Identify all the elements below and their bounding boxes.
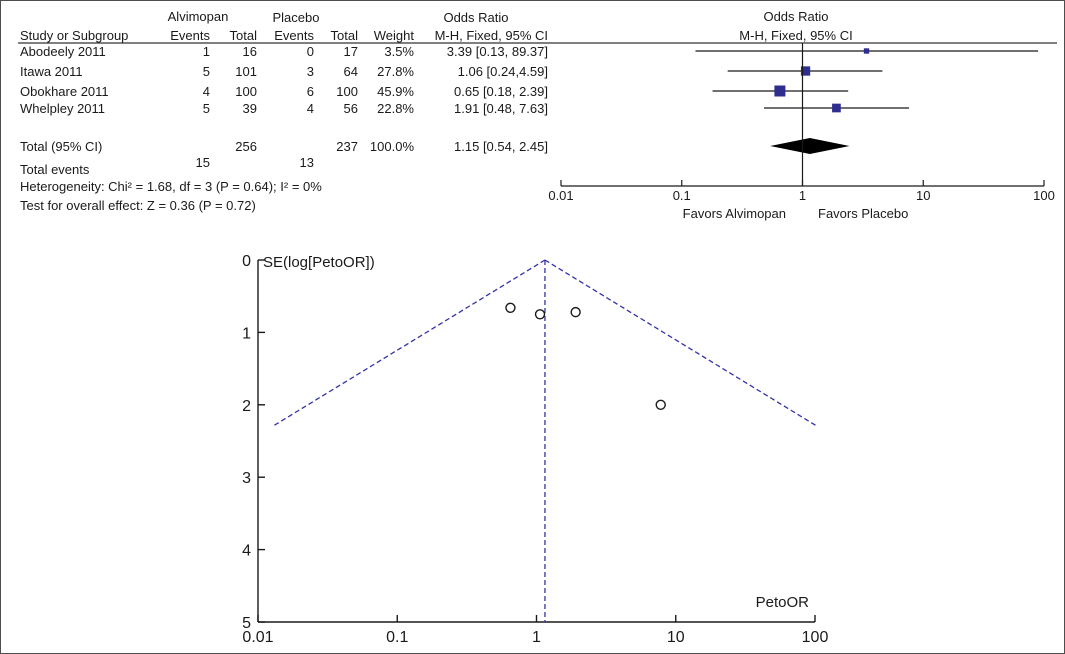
group-header-effect: Odds Ratio — [443, 10, 508, 25]
weight-cell: 3.5% — [384, 44, 414, 59]
column-header-ctl-events: Events — [274, 28, 314, 43]
funnel-lines — [271, 259, 818, 622]
column-header-exp-total: Total — [230, 28, 258, 43]
ctl-total-cell: 64 — [344, 64, 358, 79]
ctl-events-cell: 6 — [307, 84, 314, 99]
heterogeneity-text: Heterogeneity: Chi² = 1.68, df = 3 (P = … — [20, 179, 322, 194]
overall-effect-text: Test for overall effect: Z = 0.36 (P = 0… — [20, 198, 256, 213]
ci-text-cell: 0.65 [0.18, 2.39] — [454, 84, 548, 99]
ctl-total-cell: 17 — [344, 44, 358, 59]
group-header-plot: Odds Ratio — [763, 9, 828, 24]
exp-events-cell: 5 — [203, 64, 210, 79]
study-row: Whelpley 2011 5 39 4 56 22.8% 1.91 [0.48, 7.63… — [20, 101, 548, 116]
study-rows: Abodeely 2011 1 16 0 17 3.5% 3.39 [0.13, 89.37… — [20, 44, 548, 116]
funnel-x-tick-label: 0.01 — [242, 629, 273, 646]
funnel-x-label: PetoOR — [756, 594, 810, 611]
total-ctl-total: 237 — [336, 139, 358, 154]
study-name: Whelpley 2011 — [20, 101, 105, 116]
ci-text-cell: 3.39 [0.13, 89.37] — [447, 44, 548, 59]
study-name: Abodeely 2011 — [20, 44, 106, 59]
exp-events-cell: 4 — [203, 84, 210, 99]
forest-tick-label: 100 — [1033, 188, 1055, 203]
pooled-diamond — [770, 138, 850, 154]
study-row: Itawa 2011 5 101 3 64 27.8% 1.06 [0.24,4.59] — [20, 64, 548, 79]
exp-total-cell: 100 — [235, 84, 257, 99]
funnel-plot: 0.01 0.1 1 10 100 0 1 2 3 4 5 SE(log[PetoOR]) Peto… — [242, 253, 828, 646]
exp-total-cell: 16 — [243, 44, 257, 59]
funnel-x-tick-label: 0.1 — [386, 629, 408, 646]
favors-right-label: Favors Placebo — [818, 206, 908, 221]
study-name: Obokhare 2011 — [20, 84, 109, 99]
total-ci-text: 1.15 [0.54, 2.45] — [454, 139, 548, 154]
exp-total-cell: 39 — [243, 101, 257, 116]
group-header-control: Placebo — [273, 10, 320, 25]
ctl-events-cell: 4 — [307, 101, 314, 116]
funnel-y-tick-label: 4 — [242, 543, 251, 560]
funnel-y-tick-label: 1 — [242, 325, 251, 342]
funnel-points — [505, 302, 666, 410]
effect-square — [863, 48, 870, 54]
column-header-ctl-total: Total — [331, 28, 359, 43]
column-header-plot: M-H, Fixed, 95% CI — [739, 28, 852, 43]
funnel-x-tick-label: 1 — [532, 629, 541, 646]
funnel-ticks: 0.01 0.1 1 10 100 0 1 2 3 4 5 — [242, 253, 828, 646]
study-row: Abodeely 2011 1 16 0 17 3.5% 3.39 [0.13, 89.37… — [20, 44, 548, 59]
effect-square — [800, 66, 811, 76]
column-header-weight: Weight — [374, 28, 415, 43]
ctl-events-cell: 0 — [307, 44, 314, 59]
forest-tick-label: 0.01 — [548, 188, 573, 203]
funnel-x-tick-label: 10 — [667, 629, 685, 646]
weight-cell: 22.8% — [377, 101, 414, 116]
exp-events-cell: 1 — [203, 44, 210, 59]
ci-text-cell: 1.06 [0.24,4.59] — [458, 64, 548, 79]
column-header-study: Study or Subgroup — [20, 28, 128, 43]
forest-tick-label: 10 — [916, 188, 930, 203]
total-label: Total (95% CI) — [20, 139, 102, 154]
ctl-total-cell: 100 — [336, 84, 358, 99]
weight-cell: 27.8% — [377, 64, 414, 79]
exp-total-cell: 101 — [235, 64, 257, 79]
funnel-y-tick-label: 0 — [242, 253, 251, 270]
funnel-point — [505, 302, 516, 313]
weight-cell: 45.9% — [377, 84, 414, 99]
exp-events-cell: 5 — [203, 101, 210, 116]
ctl-total-cell: 56 — [344, 101, 358, 116]
study-row: Obokhare 2011 4 100 6 100 45.9% 0.65 [0.18, 2.… — [20, 84, 548, 99]
funnel-y-tick-label: 5 — [242, 615, 251, 632]
funnel-right-boundary — [544, 259, 818, 428]
forest-ticks: 0.01 0.1 1 10 100 — [548, 180, 1055, 203]
total-events-exp: 15 — [196, 155, 210, 170]
total-events-ctl: 13 — [300, 155, 314, 170]
forest-marks — [695, 43, 1039, 186]
forest-tick-label: 0.1 — [673, 188, 691, 203]
funnel-y-tick-label: 3 — [242, 470, 251, 487]
favors-left-label: Favors Alvimopan — [683, 206, 786, 221]
study-name: Itawa 2011 — [20, 64, 83, 79]
group-header-experimental: Alvimopan — [168, 9, 229, 24]
total-weight: 100.0% — [370, 139, 415, 154]
ci-text-cell: 1.91 [0.48, 7.63] — [454, 101, 548, 116]
funnel-y-label: SE(log[PetoOR]) — [263, 254, 375, 271]
total-exp-total: 256 — [235, 139, 257, 154]
column-header-effect: M-H, Fixed, 95% CI — [435, 28, 548, 43]
funnel-point — [570, 306, 581, 318]
effect-square — [774, 85, 786, 97]
ctl-events-cell: 3 — [307, 64, 314, 79]
funnel-left-boundary — [271, 259, 546, 428]
funnel-y-tick-label: 2 — [242, 398, 251, 415]
column-header-exp-events: Events — [170, 28, 210, 43]
total-events-label: Total events — [20, 162, 90, 177]
funnel-point — [534, 309, 546, 320]
funnel-x-tick-label: 100 — [802, 629, 829, 646]
effect-square — [832, 103, 841, 113]
funnel-point — [655, 399, 666, 410]
forest-plot: Alvimopan Placebo Odds Ratio Odds Ratio … — [18, 9, 1057, 221]
forest-tick-label: 1 — [799, 188, 806, 203]
